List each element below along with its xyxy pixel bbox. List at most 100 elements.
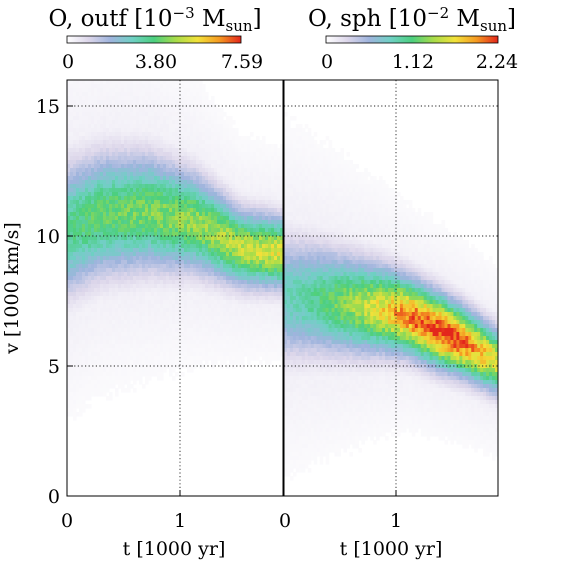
heatmap-cell	[97, 188, 101, 193]
heatmap-cell	[85, 268, 89, 273]
heatmap-cell	[247, 148, 251, 153]
heatmap-cell	[238, 244, 242, 249]
heatmap-cell	[76, 376, 80, 381]
heatmap-cell	[202, 252, 206, 257]
heatmap-cell	[247, 240, 251, 245]
heatmap-cell	[124, 88, 128, 93]
heatmap-cell	[175, 328, 179, 333]
heatmap-cell	[181, 332, 185, 337]
heatmap-cell	[88, 144, 92, 149]
heatmap-cell	[163, 332, 167, 337]
heatmap-cell	[88, 152, 92, 157]
heatmap-cell	[157, 372, 161, 377]
heatmap-cell	[91, 152, 95, 157]
heatmap-cell	[223, 352, 227, 357]
heatmap-cell	[271, 336, 275, 341]
heatmap-cell	[187, 184, 191, 189]
heatmap-cell	[142, 108, 146, 113]
heatmap-cell	[139, 304, 143, 309]
heatmap-cell	[220, 248, 224, 253]
heatmap-cell	[226, 128, 230, 133]
heatmap-cell	[229, 212, 233, 217]
heatmap-cell	[250, 296, 254, 301]
heatmap-cell	[274, 192, 278, 197]
heatmap-cell	[259, 360, 263, 365]
heatmap-cell	[205, 160, 209, 165]
heatmap-cell	[193, 284, 197, 289]
heatmap-cell	[223, 176, 227, 181]
heatmap-cell	[163, 96, 167, 101]
heatmap-cell	[157, 220, 161, 225]
heatmap-cell	[181, 188, 185, 193]
heatmap-cell	[244, 300, 248, 305]
heatmap-cell	[160, 272, 164, 277]
heatmap-cell	[91, 324, 95, 329]
heatmap-cell	[226, 284, 230, 289]
heatmap-cell	[190, 344, 194, 349]
heatmap-cell	[148, 172, 152, 177]
heatmap-cell	[94, 340, 98, 345]
heatmap-cell	[79, 268, 83, 273]
heatmap-cell	[70, 252, 74, 257]
heatmap-cell	[118, 312, 122, 317]
heatmap-cell	[76, 116, 80, 121]
heatmap-cell	[154, 300, 158, 305]
heatmap-cell	[199, 348, 203, 353]
heatmap-cell	[199, 356, 203, 361]
heatmap-cell	[88, 236, 92, 241]
heatmap-cell	[109, 180, 113, 185]
heatmap-cell	[181, 208, 185, 213]
heatmap-cell	[85, 204, 89, 209]
heatmap-cell	[85, 236, 89, 241]
heatmap-cell	[220, 280, 224, 285]
heatmap-cell	[139, 308, 143, 313]
heatmap-cell	[145, 152, 149, 157]
heatmap-cell	[274, 292, 278, 297]
heatmap-cell	[142, 312, 146, 317]
heatmap-cell	[262, 180, 266, 185]
heatmap-cell	[220, 304, 224, 309]
heatmap-cell	[178, 116, 182, 121]
heatmap-cell	[265, 268, 269, 273]
heatmap-cell	[148, 184, 152, 189]
heatmap-cell	[181, 240, 185, 245]
heatmap-cell	[136, 376, 140, 381]
heatmap-cell	[166, 356, 170, 361]
heatmap-cell	[169, 280, 173, 285]
heatmap-cell	[121, 240, 125, 245]
heatmap-cell	[97, 144, 101, 149]
heatmap-cell	[196, 272, 200, 277]
heatmap-cell	[70, 236, 74, 241]
heatmap-cell	[109, 212, 113, 217]
heatmap-cell	[79, 200, 83, 205]
heatmap-cell	[157, 184, 161, 189]
heatmap-cell	[118, 380, 122, 385]
heatmap-cell	[268, 220, 272, 225]
heatmap-cell	[142, 264, 146, 269]
heatmap-cell	[175, 316, 179, 321]
heatmap-cell	[253, 296, 257, 301]
heatmap-cell	[193, 148, 197, 153]
heatmap-cell	[223, 296, 227, 301]
heatmap-cell	[88, 356, 92, 361]
heatmap-cell	[193, 268, 197, 273]
heatmap-cell	[166, 236, 170, 241]
heatmap-cell	[241, 248, 245, 253]
heatmap-cell	[121, 316, 125, 321]
heatmap-cell	[106, 88, 110, 93]
heatmap-cell	[124, 96, 128, 101]
heatmap-cell	[148, 236, 152, 241]
heatmap-cell	[247, 264, 251, 269]
heatmap-cell	[142, 244, 146, 249]
heatmap-cell	[214, 324, 218, 329]
heatmap-cell	[121, 144, 125, 149]
heatmap-cell	[226, 192, 230, 197]
heatmap-cell	[112, 92, 116, 97]
heatmap-cell	[259, 152, 263, 157]
heatmap-cell	[199, 176, 203, 181]
heatmap-cell	[151, 212, 155, 217]
heatmap-cell	[157, 244, 161, 249]
heatmap-cell	[265, 304, 269, 309]
heatmap-cell	[256, 152, 260, 157]
heatmap-cell	[220, 176, 224, 181]
